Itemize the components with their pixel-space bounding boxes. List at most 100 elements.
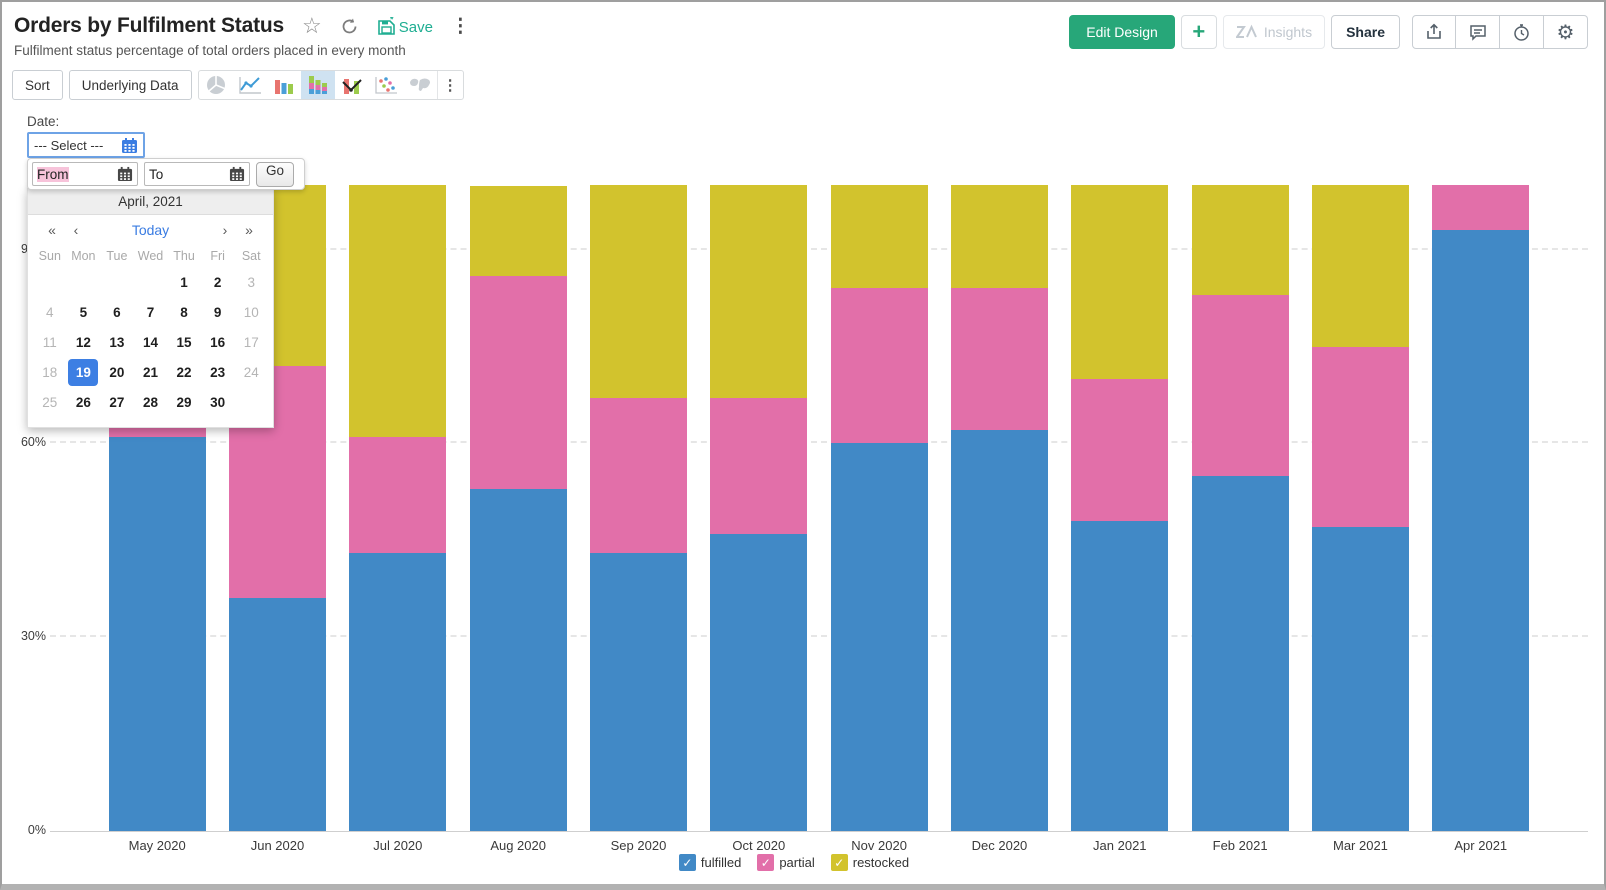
bar-segment-fulfilled[interactable] xyxy=(1432,230,1530,831)
calendar-day-28[interactable]: 28 xyxy=(142,395,158,410)
bar-segment-restocked[interactable] xyxy=(589,185,687,398)
calendar-day-6[interactable]: 6 xyxy=(113,305,121,320)
bar-segment-partial[interactable] xyxy=(950,288,1048,430)
to-date-input[interactable]: To xyxy=(144,162,250,186)
from-date-input[interactable]: From xyxy=(32,162,138,186)
day-name: Tue xyxy=(106,249,128,263)
bar-segment-fulfilled[interactable] xyxy=(830,443,928,831)
bar-segment-restocked[interactable] xyxy=(950,185,1048,288)
calendar-day-20[interactable]: 20 xyxy=(109,365,125,380)
bar-segment-restocked[interactable] xyxy=(469,186,567,276)
legend-item-partial[interactable]: ✓ partial xyxy=(757,854,815,871)
bar-segment-fulfilled[interactable] xyxy=(710,534,808,831)
calendar-day-9[interactable]: 9 xyxy=(213,305,222,320)
bar-segment-restocked[interactable] xyxy=(1191,185,1289,295)
date-filter-select[interactable]: --- Select --- xyxy=(27,132,145,158)
calendar-day-16[interactable]: 16 xyxy=(210,335,226,350)
chart-type-bar[interactable] xyxy=(267,71,301,99)
legend-checkbox-fulfilled[interactable]: ✓ xyxy=(678,854,696,871)
calendar-day-12[interactable]: 12 xyxy=(75,335,91,350)
bar-segment-fulfilled[interactable] xyxy=(1191,476,1289,831)
sort-button[interactable]: Sort xyxy=(12,70,63,100)
bar-segment-fulfilled[interactable] xyxy=(228,598,326,831)
bar-segment-restocked[interactable] xyxy=(349,185,447,437)
refresh-icon[interactable] xyxy=(340,17,359,36)
bar-segment-partial[interactable] xyxy=(1191,295,1289,476)
legend-item-fulfilled[interactable]: ✓ fulfilled xyxy=(678,854,741,871)
save-button[interactable]: * Save xyxy=(377,17,433,36)
legend-checkbox-partial[interactable]: ✓ xyxy=(757,854,775,871)
calendar-day-8[interactable]: 8 xyxy=(180,305,188,320)
bar-segment-restocked[interactable] xyxy=(1071,185,1169,379)
next-month-button[interactable]: › xyxy=(222,221,228,238)
bar-segment-restocked[interactable] xyxy=(710,185,808,398)
chart-type-stacked-bar[interactable] xyxy=(300,71,335,99)
bar-segment-partial[interactable] xyxy=(469,276,567,489)
chart-type-map[interactable] xyxy=(403,71,437,99)
calendar-day-13[interactable]: 13 xyxy=(109,335,125,350)
calendar-day-3[interactable]: 3 xyxy=(247,275,255,290)
bar-segment-partial[interactable] xyxy=(349,437,447,553)
legend-checkbox-restocked[interactable]: ✓ xyxy=(830,854,848,871)
calendar-day-26[interactable]: 26 xyxy=(75,395,91,410)
bar-segment-partial[interactable] xyxy=(1432,185,1530,230)
bar-segment-partial[interactable] xyxy=(589,398,687,553)
calendar-day-7[interactable]: 7 xyxy=(146,305,155,320)
bar-segment-partial[interactable] xyxy=(1311,346,1409,528)
bar-segment-fulfilled[interactable] xyxy=(108,437,206,831)
bar-segment-restocked[interactable] xyxy=(830,185,928,288)
calendar-day-21[interactable]: 21 xyxy=(142,365,158,380)
prev-year-button[interactable]: « xyxy=(48,221,56,238)
calendar-day-29[interactable]: 29 xyxy=(176,395,192,410)
calendar-day-17[interactable]: 17 xyxy=(243,335,259,350)
underlying-data-button[interactable]: Underlying Data xyxy=(68,70,192,100)
calendar-day-23[interactable]: 23 xyxy=(210,365,226,380)
calendar-day-4[interactable]: 4 xyxy=(46,305,54,320)
chart-type-combo[interactable] xyxy=(335,71,369,99)
bar-segment-fulfilled[interactable] xyxy=(589,553,687,831)
bar-segment-partial[interactable] xyxy=(710,398,808,534)
chart-type-scatter[interactable] xyxy=(369,71,403,99)
calendar-day-14[interactable]: 14 xyxy=(142,335,158,350)
bar-segment-restocked[interactable] xyxy=(1311,185,1409,347)
bar-segment-fulfilled[interactable] xyxy=(469,489,567,831)
next-year-button[interactable]: » xyxy=(245,221,253,238)
today-button[interactable]: Today xyxy=(131,221,170,238)
calendar-day-2[interactable]: 2 xyxy=(213,275,222,290)
calendar-day-27[interactable]: 27 xyxy=(109,395,125,410)
go-button[interactable]: Go xyxy=(256,161,295,187)
calendar-day-10[interactable]: 10 xyxy=(243,305,259,320)
calendar-day-11[interactable]: 11 xyxy=(42,335,57,350)
calendar-day-1[interactable]: 1 xyxy=(180,275,188,290)
chart-type-line[interactable] xyxy=(233,71,267,99)
chart-type-pie[interactable] xyxy=(199,71,233,99)
more-chart-types-menu[interactable]: ⋮ xyxy=(436,71,463,99)
calendar-day-30[interactable]: 30 xyxy=(210,395,226,410)
more-options-menu[interactable]: ⋮ xyxy=(450,15,470,37)
share-button[interactable]: Share xyxy=(1331,15,1400,49)
bar-segment-partial[interactable] xyxy=(1071,379,1169,521)
legend-item-restocked[interactable]: ✓ restocked xyxy=(830,854,909,871)
calendar-day-15[interactable]: 15 xyxy=(176,335,192,350)
export-button[interactable] xyxy=(1412,15,1456,49)
insights-button[interactable]: Insights xyxy=(1222,15,1326,49)
bar-segment-partial[interactable] xyxy=(830,288,928,443)
calendar-day-24[interactable]: 24 xyxy=(243,365,259,380)
bar-segment-fulfilled[interactable] xyxy=(1071,521,1169,831)
prev-month-button[interactable]: ‹ xyxy=(73,221,79,238)
edit-design-button[interactable]: Edit Design xyxy=(1069,15,1175,49)
alerts-button[interactable] xyxy=(1500,15,1544,49)
calendar-day-5[interactable]: 5 xyxy=(79,305,88,320)
comments-button[interactable] xyxy=(1456,15,1500,49)
calendar-day-18[interactable]: 18 xyxy=(42,365,58,380)
settings-button[interactable]: ⚙ xyxy=(1544,15,1588,49)
calendar-day-25[interactable]: 25 xyxy=(42,395,58,410)
add-button[interactable]: + xyxy=(1180,15,1217,49)
bar-segment-fulfilled[interactable] xyxy=(950,430,1048,831)
calendar-day-19[interactable]: 19 xyxy=(67,358,101,388)
calendar-day-22[interactable]: 22 xyxy=(176,365,192,380)
favorite-star-icon[interactable]: ☆ xyxy=(301,13,322,38)
bar-segment-fulfilled[interactable] xyxy=(1311,527,1409,831)
bar-segment-fulfilled[interactable] xyxy=(349,553,447,831)
x-tick-label: Sep 2020 xyxy=(610,838,667,853)
